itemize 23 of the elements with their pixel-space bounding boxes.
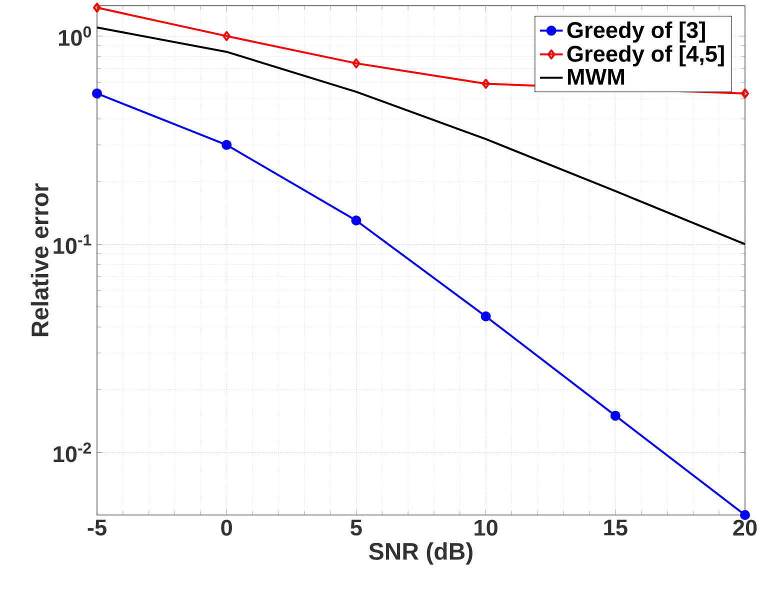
y-tick-label: 10$^{0}$ [59,26,91,46]
x-tick-label: 5 [350,520,362,536]
point [480,311,491,322]
point [740,510,750,520]
point [92,88,102,98]
x-tick-label: 0 [221,520,232,536]
x-tick-label: -5 [88,520,106,536]
x-tick-label: 15 [604,520,628,536]
x-tick-label: 20 [733,520,757,536]
legend-label: Greedy of [4,5] [567,45,724,66]
x-tick-label: 10 [474,520,498,536]
point [482,78,490,89]
point [610,410,620,421]
point [222,140,232,150]
point [351,216,362,226]
point [222,31,231,42]
y-axis-title: Relative error [30,183,48,336]
y-tick-label: 10$^{-2}$ [54,442,91,462]
point [352,58,360,68]
x-axis-title: SNR (dB) [369,542,472,565]
legend-label: MWM [568,68,624,85]
legend-label: Greedy of [3] [567,21,705,43]
y-tick-label: 10$^{-1}$ [54,234,92,254]
